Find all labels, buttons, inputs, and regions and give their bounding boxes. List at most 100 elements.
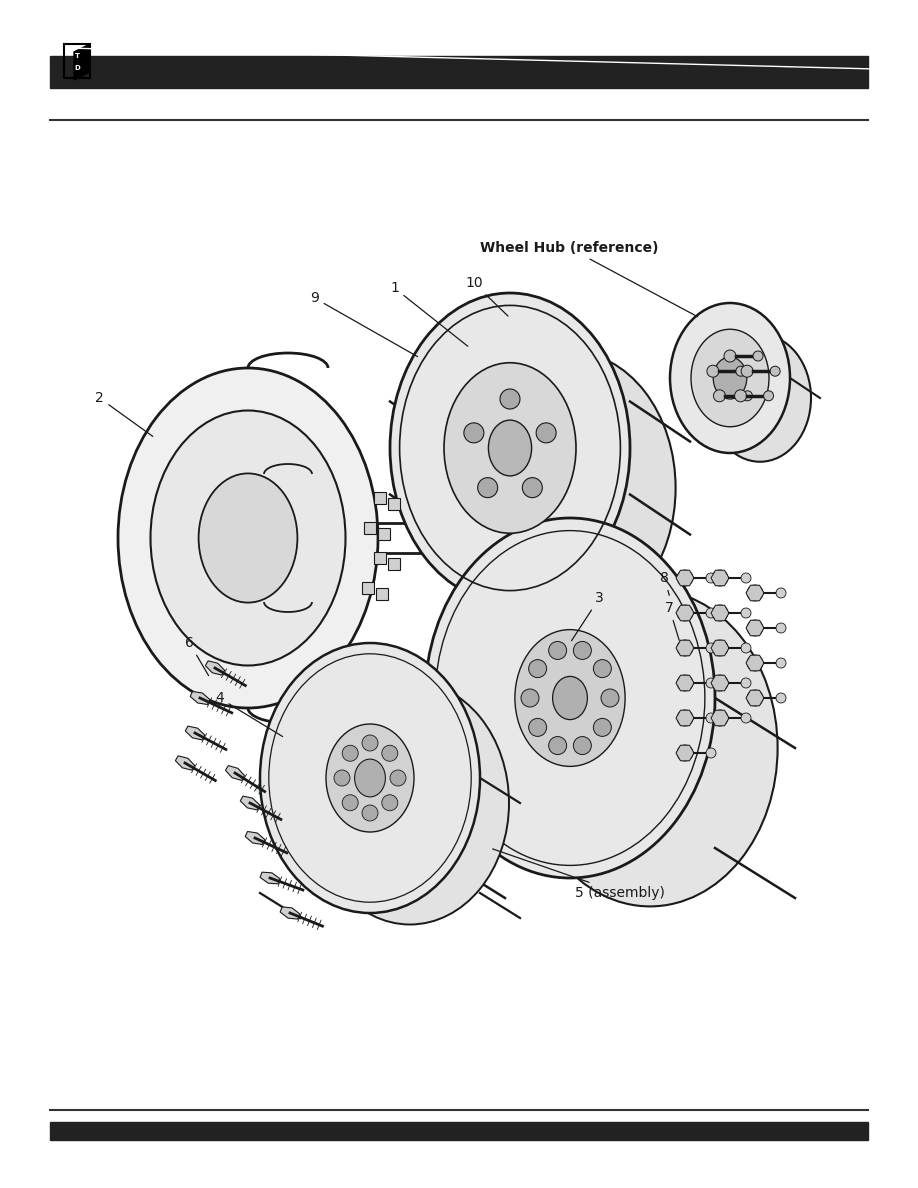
Circle shape — [706, 608, 716, 618]
Bar — [64, 44, 90, 78]
Circle shape — [529, 659, 546, 677]
Ellipse shape — [425, 518, 715, 878]
Polygon shape — [711, 675, 729, 690]
Circle shape — [574, 737, 591, 754]
Circle shape — [706, 643, 716, 653]
Ellipse shape — [522, 589, 778, 906]
Ellipse shape — [515, 630, 625, 766]
Polygon shape — [378, 529, 389, 539]
Circle shape — [342, 745, 358, 762]
Polygon shape — [364, 523, 375, 533]
Circle shape — [741, 573, 751, 583]
Circle shape — [464, 423, 484, 443]
Bar — [50, 56, 868, 88]
Ellipse shape — [553, 676, 588, 720]
Polygon shape — [746, 620, 764, 636]
Circle shape — [736, 366, 746, 377]
Circle shape — [712, 710, 728, 726]
Circle shape — [712, 640, 728, 656]
Text: D: D — [74, 65, 80, 71]
Polygon shape — [711, 640, 729, 656]
Polygon shape — [260, 872, 280, 884]
Circle shape — [677, 710, 693, 726]
Text: manualshive.com: manualshive.com — [244, 497, 676, 819]
Circle shape — [770, 366, 780, 377]
Polygon shape — [241, 796, 260, 810]
Circle shape — [477, 478, 498, 498]
Circle shape — [747, 584, 763, 601]
Ellipse shape — [311, 682, 509, 924]
Polygon shape — [375, 492, 386, 504]
Polygon shape — [676, 710, 694, 726]
Circle shape — [549, 737, 566, 754]
Polygon shape — [711, 570, 729, 586]
Circle shape — [362, 805, 378, 821]
Text: 1: 1 — [390, 282, 468, 346]
Circle shape — [741, 678, 751, 688]
Circle shape — [724, 350, 736, 362]
Ellipse shape — [326, 723, 414, 832]
Circle shape — [776, 693, 786, 703]
Ellipse shape — [488, 421, 532, 476]
Circle shape — [743, 391, 753, 400]
Ellipse shape — [670, 303, 790, 453]
Circle shape — [764, 391, 774, 400]
Circle shape — [529, 719, 546, 737]
Circle shape — [382, 795, 397, 810]
Text: 2: 2 — [95, 391, 152, 436]
Text: 3: 3 — [572, 590, 604, 640]
Ellipse shape — [709, 334, 811, 462]
Polygon shape — [226, 765, 244, 781]
Polygon shape — [676, 605, 694, 621]
Circle shape — [677, 570, 693, 586]
Circle shape — [741, 643, 751, 653]
Circle shape — [390, 770, 406, 786]
Polygon shape — [388, 498, 399, 510]
Circle shape — [593, 719, 611, 737]
Circle shape — [707, 365, 719, 378]
Circle shape — [362, 735, 378, 751]
Circle shape — [741, 365, 753, 378]
Circle shape — [500, 388, 520, 409]
Circle shape — [677, 605, 693, 621]
Circle shape — [549, 642, 566, 659]
Polygon shape — [711, 605, 729, 621]
Polygon shape — [676, 640, 694, 656]
Polygon shape — [363, 582, 374, 594]
Polygon shape — [245, 832, 264, 845]
Ellipse shape — [444, 362, 576, 533]
Circle shape — [677, 745, 693, 762]
Polygon shape — [74, 44, 90, 80]
Circle shape — [601, 689, 619, 707]
Ellipse shape — [118, 368, 378, 708]
Circle shape — [747, 620, 763, 636]
Circle shape — [713, 390, 725, 402]
Text: Wheel Hub (reference): Wheel Hub (reference) — [480, 241, 698, 317]
Text: T: T — [74, 53, 80, 59]
Circle shape — [522, 478, 543, 498]
Polygon shape — [190, 691, 210, 704]
Ellipse shape — [151, 411, 345, 665]
Circle shape — [712, 605, 728, 621]
Polygon shape — [376, 588, 387, 600]
Polygon shape — [175, 756, 195, 770]
Text: 6: 6 — [185, 636, 208, 676]
Circle shape — [521, 689, 539, 707]
Ellipse shape — [198, 473, 297, 602]
Ellipse shape — [260, 643, 480, 914]
Circle shape — [741, 608, 751, 618]
Circle shape — [741, 713, 751, 723]
Polygon shape — [676, 675, 694, 690]
Circle shape — [734, 390, 746, 402]
Polygon shape — [746, 690, 764, 706]
Circle shape — [776, 588, 786, 598]
Polygon shape — [711, 710, 729, 726]
Polygon shape — [185, 726, 205, 740]
Text: 5 (assembly): 5 (assembly) — [493, 849, 665, 901]
Text: 9: 9 — [310, 291, 418, 356]
Ellipse shape — [390, 293, 630, 604]
Circle shape — [382, 745, 397, 762]
Polygon shape — [746, 586, 764, 601]
Circle shape — [776, 658, 786, 668]
Polygon shape — [375, 552, 386, 563]
